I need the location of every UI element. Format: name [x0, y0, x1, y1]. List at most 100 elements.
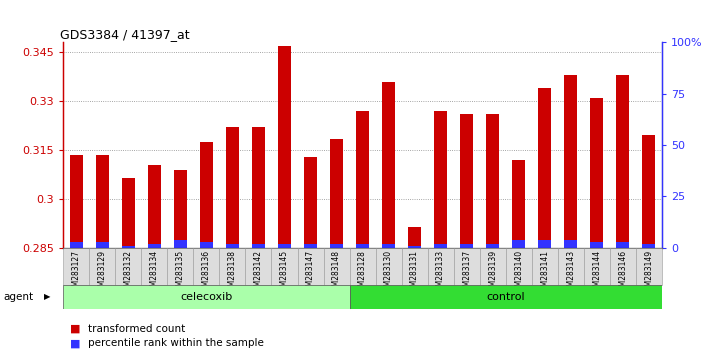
Text: percentile rank within the sample: percentile rank within the sample [88, 338, 264, 348]
Text: GSM283145: GSM283145 [280, 250, 289, 296]
Bar [278, 46, 291, 248]
Text: GSM283148: GSM283148 [332, 250, 341, 296]
Bar [486, 114, 499, 248]
Bar [148, 244, 161, 248]
Bar [200, 142, 213, 248]
Bar [350, 285, 662, 309]
Bar [324, 248, 350, 285]
Text: GSM283128: GSM283128 [358, 250, 367, 296]
Bar [590, 242, 603, 248]
Bar [460, 244, 473, 248]
Bar [356, 244, 369, 248]
Text: GDS3384 / 41397_at: GDS3384 / 41397_at [61, 28, 190, 41]
Text: ■: ■ [70, 338, 81, 348]
Bar [115, 248, 142, 285]
Text: GSM283129: GSM283129 [98, 250, 107, 296]
Bar [408, 246, 421, 248]
Bar [246, 248, 272, 285]
Bar [427, 248, 453, 285]
Bar [479, 248, 505, 285]
Text: GSM283146: GSM283146 [618, 250, 627, 296]
Bar [564, 240, 577, 248]
Bar [564, 75, 577, 248]
Bar [382, 244, 395, 248]
Bar [142, 248, 168, 285]
Text: GSM283136: GSM283136 [202, 250, 211, 296]
Bar [460, 114, 473, 248]
Bar [70, 242, 83, 248]
Bar [642, 135, 655, 248]
Bar [174, 240, 187, 248]
Text: GSM283138: GSM283138 [228, 250, 237, 296]
Text: GSM283127: GSM283127 [72, 250, 81, 296]
Text: ■: ■ [70, 324, 81, 333]
Bar [590, 98, 603, 248]
Text: GSM283139: GSM283139 [488, 250, 497, 296]
Bar [382, 81, 395, 248]
Bar [512, 160, 525, 248]
Bar [226, 244, 239, 248]
Bar [298, 248, 324, 285]
Bar [200, 242, 213, 248]
Bar [220, 248, 246, 285]
Bar [350, 248, 375, 285]
Text: GSM283132: GSM283132 [124, 250, 133, 296]
Bar [616, 75, 629, 248]
Text: GSM283137: GSM283137 [462, 250, 471, 296]
Bar [486, 244, 499, 248]
Bar [610, 248, 636, 285]
Text: GSM283130: GSM283130 [384, 250, 393, 296]
Bar [63, 285, 350, 309]
Bar [512, 240, 525, 248]
Text: GSM283135: GSM283135 [176, 250, 185, 296]
Text: GSM283134: GSM283134 [150, 250, 159, 296]
Bar [584, 248, 610, 285]
Text: celecoxib: celecoxib [180, 292, 232, 302]
Text: GSM283147: GSM283147 [306, 250, 315, 296]
Bar [356, 111, 369, 248]
Bar [96, 155, 109, 248]
Text: GSM283142: GSM283142 [254, 250, 263, 296]
Text: GSM283141: GSM283141 [540, 250, 549, 296]
Bar [304, 244, 317, 248]
Bar [532, 248, 558, 285]
Text: agent: agent [4, 292, 34, 302]
Text: GSM283140: GSM283140 [514, 250, 523, 296]
Text: GSM283144: GSM283144 [592, 250, 601, 296]
Bar [278, 244, 291, 248]
Bar [538, 88, 551, 248]
Bar [252, 127, 265, 248]
Text: GSM283149: GSM283149 [644, 250, 653, 296]
Bar [148, 165, 161, 248]
Bar [538, 240, 551, 248]
Bar [122, 246, 135, 248]
Bar [434, 111, 447, 248]
Bar [434, 244, 447, 248]
Bar [122, 178, 135, 248]
Bar [194, 248, 220, 285]
Bar [96, 242, 109, 248]
Text: ▶: ▶ [44, 292, 51, 301]
Text: GSM283143: GSM283143 [566, 250, 575, 296]
Bar [505, 248, 532, 285]
Bar [616, 242, 629, 248]
Bar [252, 244, 265, 248]
Bar [168, 248, 194, 285]
Bar [330, 244, 343, 248]
Bar [304, 156, 317, 248]
Bar [636, 248, 662, 285]
Bar [89, 248, 115, 285]
Bar [375, 248, 401, 285]
Text: GSM283131: GSM283131 [410, 250, 419, 296]
Bar [401, 248, 427, 285]
Bar [70, 155, 83, 248]
Text: GSM283133: GSM283133 [436, 250, 445, 296]
Bar [174, 170, 187, 248]
Bar [408, 227, 421, 248]
Bar [272, 248, 298, 285]
Bar [642, 244, 655, 248]
Bar [453, 248, 479, 285]
Bar [558, 248, 584, 285]
Bar [63, 248, 89, 285]
Bar [330, 139, 343, 248]
